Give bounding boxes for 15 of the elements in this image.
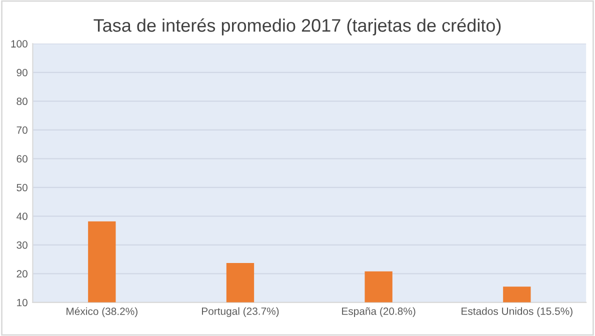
y-tick-label: 40 [16,212,28,220]
y-tick-label: 80 [16,98,28,106]
y-tick-label: 30 [16,241,28,249]
y-tick-label: 10 [17,298,28,306]
y-tick-label: 50 [16,184,28,192]
y-tick-label: 20 [16,270,28,278]
y-tick-label: 100 [11,40,28,48]
y-tick-label: 60 [16,155,28,163]
x-tick-label: España (20.8%) [342,307,416,317]
x-tick-label: México (38.2%) [66,307,138,318]
y-tick-label: 70 [16,126,28,134]
x-tick-label: Estados Unidos (15.5%) [462,307,572,317]
chart-title: Tasa de interés promedio 2017 (tarjetas de crédito) [94,18,501,36]
y-tick-label: 90 [16,68,28,76]
x-tick-label: Portugal (23.7%) [202,307,279,317]
